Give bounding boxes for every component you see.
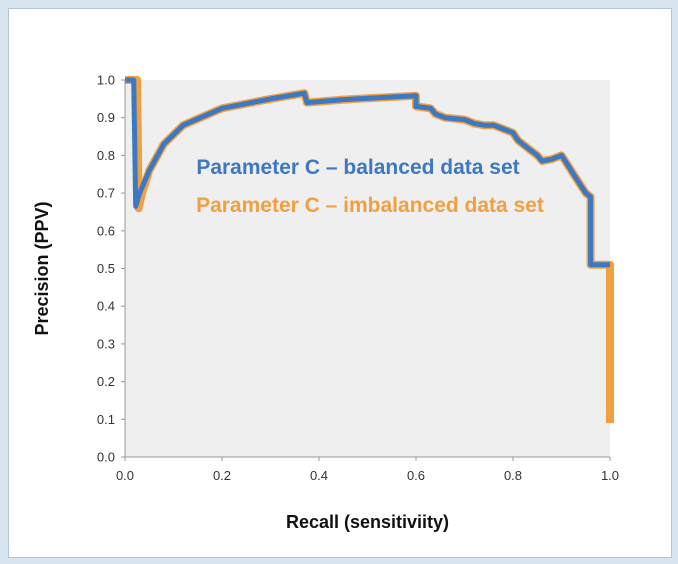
x-tick-label: 0.8: [504, 468, 522, 483]
y-tick-label: 0.4: [97, 299, 115, 314]
y-tick-label: 0.0: [97, 450, 115, 465]
y-tick-label: 0.2: [97, 374, 115, 389]
y-tick-label: 0.1: [97, 412, 115, 427]
x-tick-label: 0.4: [310, 468, 328, 483]
x-tick-label: 0.0: [116, 468, 134, 483]
y-tick-label: 0.3: [97, 336, 115, 351]
y-tick-label: 1.0: [97, 73, 115, 88]
legend-imbalanced: Parameter C – imbalanced data set: [196, 194, 544, 217]
x-ticks: 0.0 0.2 0.4 0.6 0.8 1.0: [116, 457, 619, 483]
y-tick-label: 0.9: [97, 110, 115, 125]
x-tick-label: 1.0: [601, 468, 619, 483]
y-ticks: 0.0 0.1 0.2 0.3 0.4 0.5 0.6 0.7 0.8 0.9 1.0: [97, 73, 125, 465]
y-tick-label: 0.8: [97, 148, 115, 163]
series-balanced-line: [125, 77, 610, 268]
y-tick-label: 0.6: [97, 223, 115, 238]
y-axis-label: Precision (PPV): [32, 201, 52, 335]
legend-balanced: Parameter C – balanced data set: [196, 156, 519, 179]
plot-area: [125, 80, 610, 457]
x-axis-label: Recall (sensitiviity): [286, 512, 449, 532]
curves: [125, 76, 614, 424]
y-tick-label: 0.7: [97, 186, 115, 201]
x-tick-label: 0.2: [213, 468, 231, 483]
y-tick-label: 0.5: [97, 261, 115, 276]
x-tick-label: 0.6: [407, 468, 425, 483]
